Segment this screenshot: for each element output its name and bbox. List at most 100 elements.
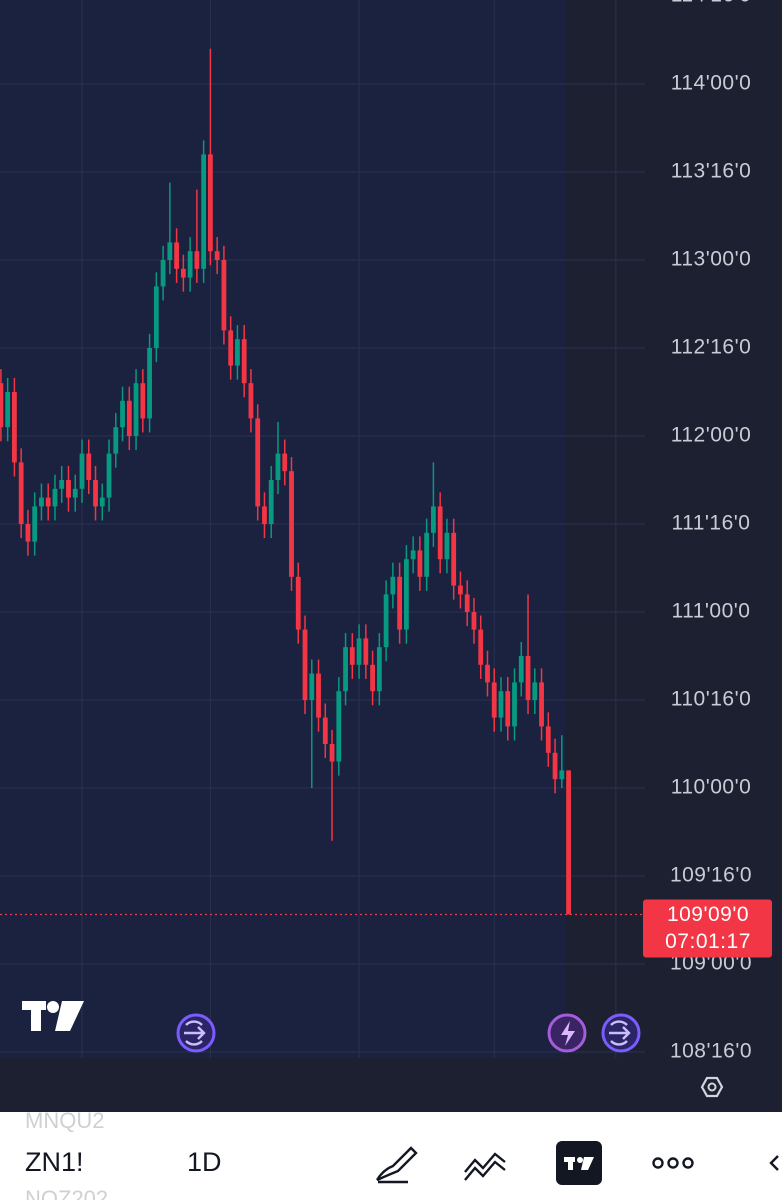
candle-body (39, 497, 44, 507)
interval-button[interactable]: 1D (187, 1147, 222, 1177)
candle-body (349, 647, 355, 665)
candle-body (113, 427, 119, 454)
scroll-chevron[interactable] (769, 1155, 779, 1171)
candle-body (471, 612, 477, 630)
candle-body (532, 682, 538, 700)
tv-button[interactable] (556, 1141, 602, 1185)
candle-body (539, 682, 544, 727)
candle-body (167, 242, 173, 260)
compare-icon[interactable] (464, 1152, 506, 1181)
candle-body (241, 339, 247, 384)
candle-body (207, 154, 213, 252)
candle-body (505, 691, 511, 727)
candle-body (59, 480, 65, 489)
candle-body (343, 647, 348, 692)
candle-body (302, 629, 308, 700)
candle-body (295, 576, 301, 630)
candle-body (66, 480, 71, 498)
candle-body (316, 673, 321, 718)
candle-body (106, 453, 112, 498)
candle-body (559, 770, 565, 780)
candle-body (201, 154, 207, 269)
candle-body (464, 594, 470, 612)
candle-body (180, 268, 186, 278)
candle-body (235, 339, 240, 366)
candle-body (194, 251, 200, 269)
faded-symbol: MNQU2 (25, 1108, 104, 1133)
y-tick-label: 114'00'0 (671, 72, 752, 95)
candle-body (552, 752, 558, 780)
candle-body (289, 471, 294, 577)
more-icon[interactable] (652, 1157, 694, 1169)
candle-body (478, 629, 484, 665)
event-icon[interactable] (176, 1013, 216, 1053)
candle-body (525, 656, 531, 700)
last-price-label: 109'09'0 (667, 903, 749, 926)
candle-body (485, 664, 490, 683)
y-tick-label: 112'00'0 (671, 424, 752, 447)
candle-body (79, 453, 85, 489)
y-tick-label: 112'16'0 (671, 336, 752, 359)
candle-body (431, 506, 436, 533)
event-icon[interactable] (547, 1013, 587, 1053)
candle-body (32, 506, 38, 542)
candle-body (228, 330, 234, 366)
candle-body (214, 251, 220, 260)
y-tick-label: 113'16'0 (671, 160, 752, 183)
y-tick-label: 108'16'0 (670, 1040, 752, 1063)
candle-body (147, 348, 152, 419)
faded-symbol: NQZ202 (25, 1186, 108, 1200)
candle-body (187, 251, 193, 278)
countdown-label: 07:01:17 (665, 930, 751, 953)
candle-body (282, 453, 288, 472)
candle-body (153, 286, 159, 348)
candle-body (221, 260, 227, 331)
y-tick-label: 111'16'0 (672, 512, 751, 535)
last-price-box (643, 899, 772, 958)
candle-body (329, 744, 335, 762)
candle-body (356, 638, 362, 665)
candle-body (86, 453, 92, 480)
y-tick-label: 110'16'0 (671, 688, 752, 711)
candle-body (52, 488, 58, 507)
candle-body (18, 462, 24, 524)
candle-body (275, 453, 281, 480)
candle-body (268, 480, 274, 524)
candle-body (512, 682, 517, 727)
candle-body (126, 400, 132, 436)
candle-body (5, 392, 11, 428)
candle-body (498, 691, 504, 718)
symbol-button[interactable]: ZN1! (25, 1147, 84, 1177)
tv-button-logo (564, 1157, 594, 1170)
candle-body (424, 532, 430, 577)
candle-body (174, 242, 180, 269)
candle-body (336, 691, 342, 762)
toolbar (0, 1112, 782, 1200)
candle-body (72, 488, 78, 498)
candle-body (93, 480, 98, 507)
candle-body (518, 656, 524, 683)
settings-icon[interactable] (700, 1076, 724, 1098)
candle-body (133, 383, 139, 436)
candle-body (0, 383, 4, 428)
y-tick-label: 114'16'0 (671, 0, 752, 7)
tv-logo (22, 1001, 84, 1031)
x-axis-strip (0, 1058, 782, 1112)
candle-body (262, 506, 267, 524)
draw-icon[interactable] (375, 1146, 418, 1184)
candle-body (45, 497, 51, 507)
y-tick-label: 109'16'0 (670, 864, 752, 887)
candle-body (545, 726, 551, 753)
candle-body (255, 418, 261, 507)
candle-body (417, 550, 423, 577)
candle-body (403, 559, 409, 630)
candle-body (322, 717, 328, 744)
candle-body (140, 383, 146, 419)
candle-body (390, 576, 396, 595)
event-icon[interactable] (601, 1013, 641, 1053)
candle-body (410, 550, 416, 560)
candle-body (99, 497, 105, 507)
y-tick-label: 110'00'0 (671, 776, 752, 799)
candle-body (160, 260, 166, 287)
